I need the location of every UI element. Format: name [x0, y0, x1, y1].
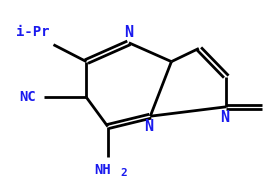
Text: N: N: [220, 110, 229, 125]
Text: i-Pr: i-Pr: [16, 25, 50, 40]
Text: 2: 2: [121, 168, 127, 178]
Text: NH: NH: [94, 163, 111, 177]
Text: NC: NC: [19, 90, 36, 104]
Text: N: N: [124, 25, 134, 40]
Text: N: N: [144, 119, 153, 134]
